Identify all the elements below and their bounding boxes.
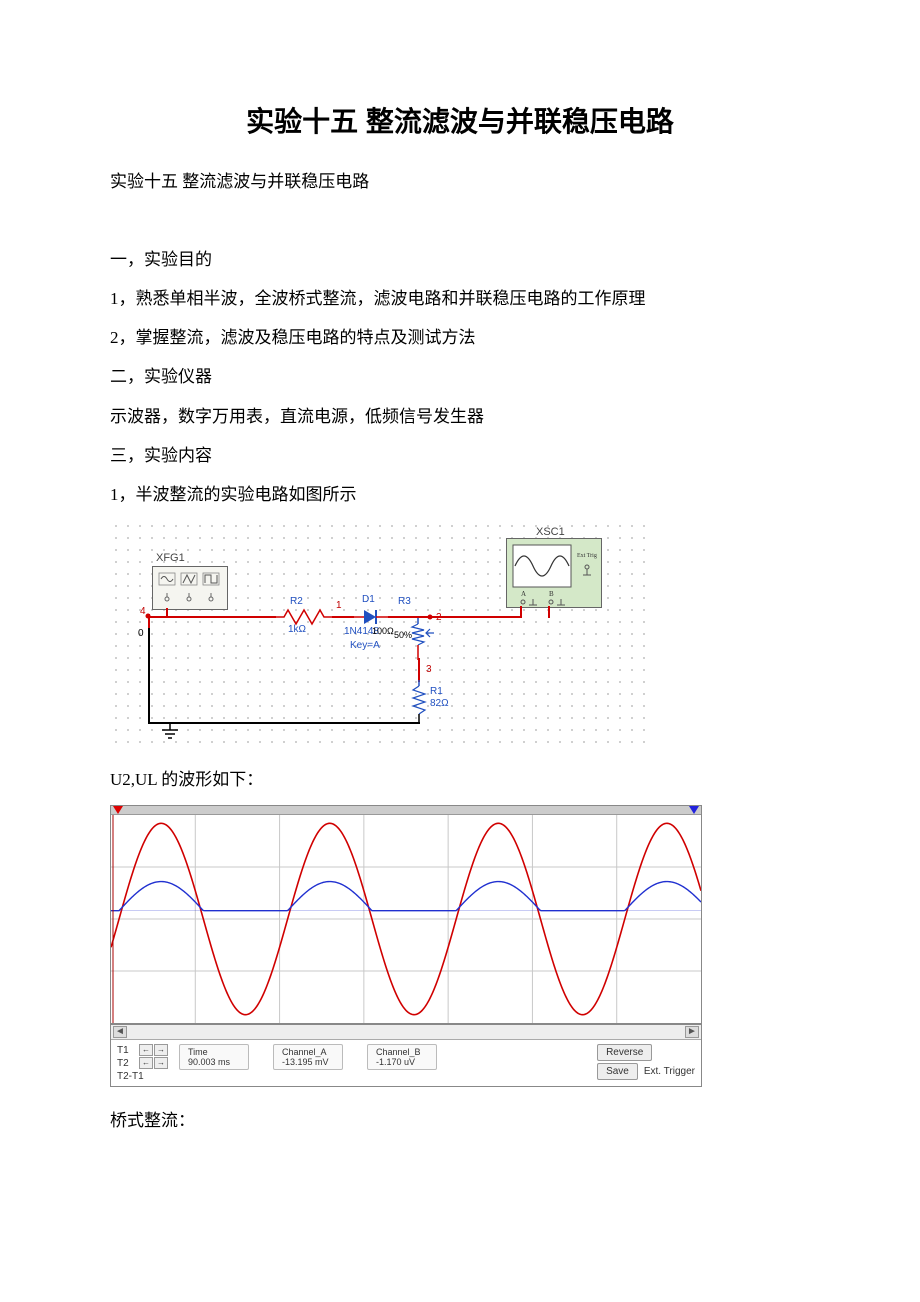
section2-text: 示波器，数字万用表，直流电源，低频信号发生器: [110, 397, 810, 436]
cha-header: Channel_A: [282, 1047, 334, 1057]
r1-value: 82Ω: [430, 698, 449, 709]
section1-item2: 2，掌握整流，滤波及稳压电路的特点及测试方法: [110, 318, 810, 357]
r1-name: R1: [430, 686, 443, 697]
scope-topbar: [111, 806, 701, 815]
channel-b-readout: Channel_B -1.170 uV: [367, 1044, 437, 1070]
wire: [430, 616, 522, 618]
node: [428, 614, 433, 619]
cursor-t-controls: T1 ←→ T2 ←→ T2-T1: [117, 1044, 179, 1083]
r3-pct: 50%: [394, 630, 412, 640]
svg-text:A: A: [521, 590, 526, 598]
time-readout: Time 90.003 ms: [179, 1044, 249, 1070]
section1-item1: 1，熟悉单相半波，全波桥式整流，滤波电路和并联稳压电路的工作原理: [110, 279, 810, 318]
r3-ohm: 100Ω: [372, 626, 394, 636]
svg-text:B: B: [549, 590, 554, 598]
chb-value: -1.170 uV: [376, 1057, 428, 1067]
wire: [148, 628, 150, 724]
save-button[interactable]: Save: [597, 1063, 638, 1080]
node-3-label: 3: [426, 664, 432, 675]
wire: [520, 606, 522, 618]
ext-trigger-label: Ext. Trigger: [644, 1066, 695, 1077]
cursor-right-icon[interactable]: [689, 806, 699, 814]
t1-label: T1: [117, 1045, 139, 1056]
section3-item1: 1，半波整流的实验电路如图所示: [110, 475, 810, 514]
wire: [166, 608, 168, 618]
r2-value: 1kΩ: [288, 624, 306, 635]
waveform-caption: U2,UL 的波形如下：: [110, 760, 810, 799]
diode-d1-icon: [354, 606, 388, 628]
potentiometer-r3-icon: [408, 618, 438, 660]
wire: [148, 722, 420, 724]
section3-heading: 三，实验内容: [110, 436, 810, 475]
subtitle-line: 实验十五 整流滤波与并联稳压电路: [110, 162, 810, 201]
t2t1-label: T2-T1: [117, 1071, 157, 1082]
r3-name: R3: [398, 596, 411, 607]
cha-value: -13.195 mV: [282, 1057, 334, 1067]
section1-heading: 一，实验目的: [110, 240, 810, 279]
bridge-caption: 桥式整流：: [110, 1101, 810, 1140]
time-value: 90.003 ms: [188, 1057, 240, 1067]
wire: [332, 616, 354, 618]
time-header: Time: [188, 1047, 240, 1057]
circuit-diagram: XFG1 XSC1 Ext Trig: [110, 520, 650, 750]
xfg-label: XFG1: [156, 552, 185, 564]
t1-left-button[interactable]: ←: [139, 1044, 153, 1056]
node-1-label: 1: [336, 600, 342, 611]
resistor-r1-icon: [410, 680, 428, 724]
t2-right-button[interactable]: →: [154, 1057, 168, 1069]
page-title: 实验十五 整流滤波与并联稳压电路: [110, 100, 810, 140]
oscilloscope-panel: ◄ ► T1 ←→ T2 ←→ T2-T1 Time 90.003 ms Cha…: [110, 805, 702, 1087]
waveform-icons-icon: [153, 567, 227, 609]
node-0-label: 0: [138, 628, 144, 639]
wire: [148, 614, 150, 618]
channel-a-readout: Channel_A -13.195 mV: [273, 1044, 343, 1070]
oscilloscope-icon: Ext Trig A B: [507, 539, 601, 607]
wire: [548, 606, 550, 618]
t2-label: T2: [117, 1058, 139, 1069]
reverse-button[interactable]: Reverse: [597, 1044, 652, 1061]
r2-name: R2: [290, 596, 303, 607]
scroll-left-icon[interactable]: ◄: [113, 1026, 127, 1038]
scope-plot: [111, 815, 701, 1025]
section2-heading: 二，实验仪器: [110, 357, 810, 396]
cursor-left-icon[interactable]: [113, 806, 123, 814]
xsc-label: XSC1: [536, 526, 565, 538]
t2-left-button[interactable]: ←: [139, 1057, 153, 1069]
waveform-svg: [111, 815, 701, 1023]
scope-scrollbar[interactable]: ◄ ►: [111, 1025, 701, 1040]
wire: [418, 658, 420, 682]
svg-text:Ext Trig: Ext Trig: [577, 553, 597, 559]
scroll-right-icon[interactable]: ►: [685, 1026, 699, 1038]
xsc-box[interactable]: Ext Trig A B: [506, 538, 602, 608]
r3-key: Key=A: [350, 640, 380, 651]
t1-right-button[interactable]: →: [154, 1044, 168, 1056]
scope-footer: T1 ←→ T2 ←→ T2-T1 Time 90.003 ms Channel…: [111, 1040, 701, 1094]
chb-header: Channel_B: [376, 1047, 428, 1057]
ground-icon: [160, 722, 180, 742]
xfg-box[interactable]: [152, 566, 228, 610]
d1-name: D1: [362, 594, 375, 605]
